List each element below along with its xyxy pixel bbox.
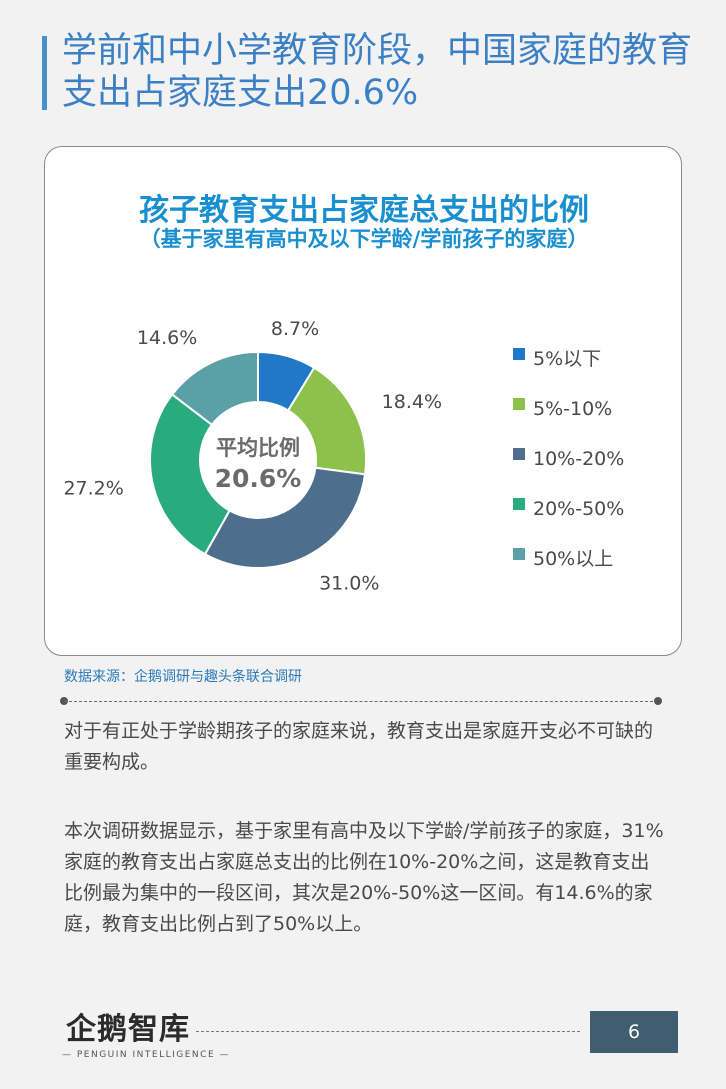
data-source: 数据来源：企鹅调研与趣头条联合调研 — [64, 669, 302, 685]
donut-chart: 8.7% 18.4% 31.0% 27.2% 14.6% 平均比例 20.6% 5%以下 5%-… — [63, 318, 624, 595]
center-label: 平均比例 — [216, 436, 300, 460]
legend-swatch-5 — [513, 548, 525, 560]
slice-value-label-2: 18.4% — [382, 391, 442, 413]
donut-slice-4 — [149, 393, 231, 556]
legend-label-4: 20%-50% — [533, 498, 624, 520]
chart-title: 孩子教育支出占家庭总支出的比例 — [139, 193, 589, 228]
legend-label-1: 5%以下 — [533, 348, 601, 370]
slice-value-label-1: 8.7% — [271, 318, 319, 340]
paragraph-2: 本次调研数据显示，基于家里有高中及以下学龄/学前孩子的家庭，31%家庭的教育支出… — [64, 820, 664, 935]
logo: 企鹅智库 — [66, 1012, 190, 1047]
paragraph-1: 对于有正处于学龄期孩子的家庭来说，教育支出是家庭开支必不可缺的重要构成。 — [64, 720, 654, 773]
page-number: 6 — [590, 1011, 678, 1053]
title-accent-bar — [42, 36, 47, 110]
legend-label-2: 5%-10% — [533, 398, 612, 420]
legend-label-5: 50%以上 — [533, 548, 613, 570]
chart-card: 孩子教育支出占家庭总支出的比例 （基于家里有高中及以下学龄/学前孩子的家庭） 8… — [44, 146, 682, 656]
source-divider — [64, 701, 658, 702]
legend-swatch-2 — [513, 398, 525, 410]
legend-swatch-4 — [513, 498, 525, 510]
logo-subtitle: — PENGUIN INTELLIGENCE — — [62, 1050, 230, 1060]
slice-value-label-3: 31.0% — [319, 573, 379, 595]
chart-subtitle: （基于家里有高中及以下学龄/学前孩子的家庭） — [139, 227, 589, 251]
slice-value-label-4: 27.2% — [63, 478, 123, 500]
footer-divider — [196, 1031, 580, 1032]
legend-swatch-1 — [513, 348, 525, 360]
legend-label-3: 10%-20% — [533, 448, 624, 470]
divider-dot-right — [654, 697, 662, 705]
donut-slice-3 — [203, 466, 367, 569]
page-title: 学前和中小学教育阶段，中国家庭的教育支出占家庭支出20.6% — [62, 31, 693, 113]
center-value: 20.6% — [215, 464, 302, 493]
slice-value-label-5: 14.6% — [137, 327, 197, 349]
donut-slice-5 — [170, 350, 259, 427]
legend-swatch-3 — [513, 448, 525, 460]
